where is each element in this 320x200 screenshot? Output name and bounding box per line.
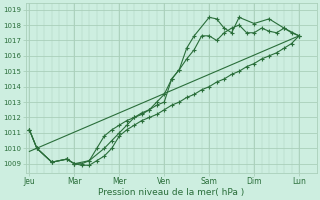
X-axis label: Pression niveau de la mer( hPa ): Pression niveau de la mer( hPa ) (98, 188, 244, 197)
